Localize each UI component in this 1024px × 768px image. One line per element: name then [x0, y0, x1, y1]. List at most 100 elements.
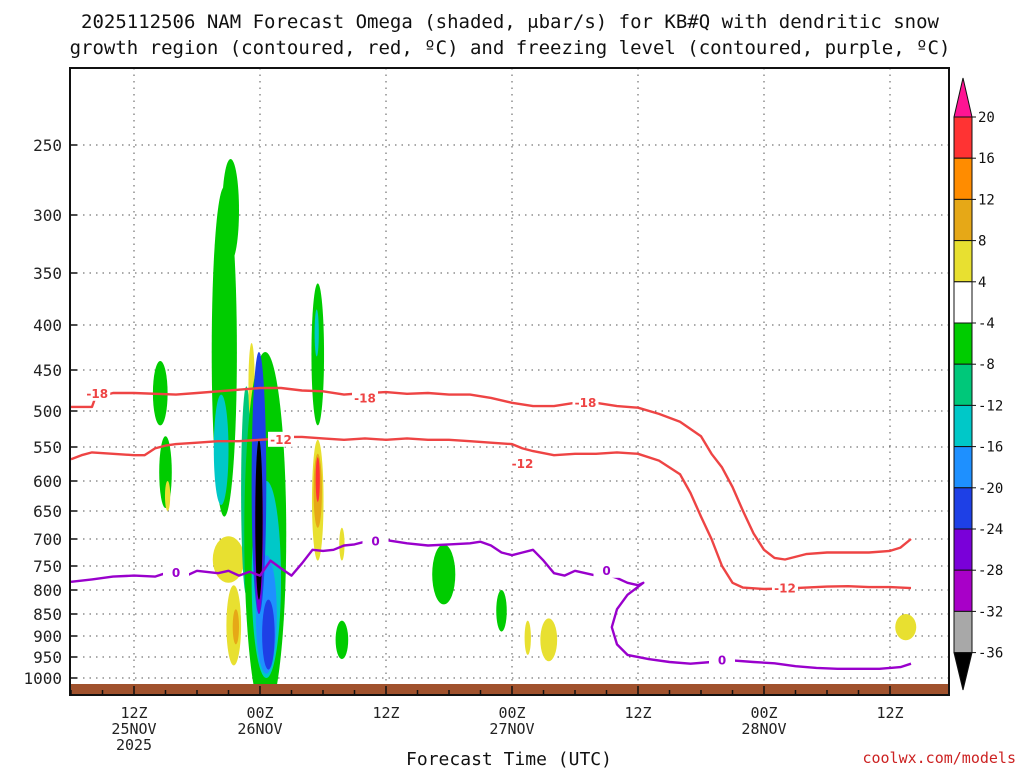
- y-tick-label-700: 700: [33, 530, 62, 549]
- omega-shade-6: [212, 536, 245, 583]
- x-tick-label: 12Z: [624, 704, 651, 722]
- x-tick-label: 00Z: [498, 704, 525, 722]
- y-axis-pressure-ticks: 250 300 350 400 450 500 550 600 650 700 750 800 850 9…: [23, 136, 77, 688]
- omega-shade-24: [335, 620, 349, 660]
- omega-shade-29: [895, 614, 917, 641]
- colorbar-label: -12: [978, 398, 1003, 414]
- omega-shade-17: [255, 439, 263, 600]
- y-tick-label-850: 850: [33, 605, 62, 624]
- colorbar-label: 4: [978, 275, 986, 291]
- colorbar-box-13: [953, 610, 973, 654]
- contour-label-bg: [84, 385, 111, 401]
- x-tick-label: 12Z: [876, 704, 903, 722]
- y-tick-label-400: 400: [33, 316, 62, 335]
- contour-label-0: 0: [718, 653, 726, 667]
- y-tick-label-600: 600: [33, 472, 62, 491]
- colorbar-label: 8: [978, 234, 986, 250]
- contour-label-bg: [709, 652, 735, 668]
- x-tick-label: 26NOV: [237, 720, 282, 738]
- x-tick-label: 27NOV: [489, 720, 534, 738]
- omega-shading: [152, 159, 917, 695]
- contour-label--12: -12: [270, 433, 292, 447]
- omega-shade-18: [311, 283, 325, 426]
- x-tick-label: 28NOV: [741, 720, 786, 738]
- contour-label-bg: [268, 431, 294, 447]
- contour-label--12: -12: [774, 582, 796, 596]
- colorbar-label: -36: [978, 646, 1003, 662]
- omega-shade-4: [213, 394, 229, 505]
- colorbar-box-10: [953, 487, 973, 530]
- colorbar-box-1: [953, 116, 973, 159]
- contour-label--12: -12: [512, 457, 534, 471]
- colorbar-label: -20: [978, 481, 1003, 497]
- y-tick-label-950: 950: [33, 648, 62, 667]
- chart-title-line-2: growth region (contoured, red, ºC) and f…: [70, 37, 951, 59]
- x-tick-label: 00Z: [246, 704, 273, 722]
- omega-shade-25: [432, 544, 456, 605]
- y-tick-label-750: 750: [33, 557, 62, 576]
- contour-line--18: [71, 386, 912, 561]
- colorbar-top-arrow: [953, 77, 973, 118]
- x-tick-label: 2025: [116, 736, 152, 754]
- colorbar-label: 12: [978, 192, 995, 208]
- contour-label-0: 0: [602, 564, 610, 578]
- colorbar-label: -4: [978, 316, 995, 332]
- omega-shade-26: [496, 590, 507, 632]
- omega-shade-28: [540, 618, 558, 662]
- terrain-surface: [70, 684, 949, 695]
- x-tick-label: 12Z: [120, 704, 147, 722]
- contour-line-0: [70, 537, 912, 670]
- y-tick-label-500: 500: [33, 402, 62, 421]
- colorbar-bottom-arrow: [953, 652, 973, 691]
- x-tick-label: 00Z: [750, 704, 777, 722]
- x-tick-label: 25NOV: [111, 720, 156, 738]
- contour-labels: -18 -18 -18 -12 -12 -12 0 0 0 0: [84, 385, 798, 668]
- contour-label-bg: [509, 456, 536, 471]
- colorbar-box-7: [953, 363, 973, 406]
- colorbar-box-12: [953, 569, 973, 612]
- y-tick-label-900: 900: [33, 627, 62, 646]
- y-tick-label-250: 250: [33, 136, 62, 155]
- x-axis-title: Forecast Time (UTC): [406, 749, 612, 768]
- omega-shade-27: [524, 620, 531, 655]
- colorbar-box-4: [953, 240, 973, 283]
- colorbar-box-5: [953, 281, 973, 324]
- contour-label-bg: [362, 533, 389, 549]
- colorbar-label: 16: [978, 151, 995, 167]
- contour-label-bg: [772, 580, 798, 596]
- omega-shade-14: [262, 599, 275, 670]
- y-tick-label-350: 350: [33, 264, 62, 283]
- y-tick-label-450: 450: [33, 361, 62, 380]
- omega-shade-8: [232, 609, 240, 645]
- contour-label-0: 0: [371, 535, 379, 549]
- plot-frame: [69, 67, 950, 696]
- colorbar-label: -32: [978, 604, 1003, 620]
- omega-shade-19: [314, 309, 319, 357]
- colorbar-box-8: [953, 404, 973, 448]
- contour-label--18: -18: [354, 392, 376, 406]
- contour-label-bg: [352, 390, 378, 406]
- colorbar-label: -16: [978, 440, 1003, 456]
- colorbar-box-9: [953, 446, 973, 489]
- chart-title-line-1: 2025112506 NAM Forecast Omega (shaded, μ…: [81, 11, 939, 33]
- colorbar-label: -8: [978, 357, 995, 373]
- omega-shade-5: [222, 159, 240, 262]
- plot-background: [70, 68, 949, 695]
- credit-text: coolwx.com/models: [862, 749, 1016, 767]
- omega-colorbar: 20 16 12 8 4 -4 -8 -12 -16 -20 -24 -28 -32 -36: [953, 77, 1003, 691]
- contour-line--12: [70, 435, 912, 591]
- y-tick-label-550: 550: [33, 438, 62, 457]
- colorbar-box-11: [953, 528, 973, 571]
- temperature-contours: [70, 386, 912, 670]
- omega-shade-23: [339, 527, 345, 561]
- omega-shade-2: [164, 481, 171, 511]
- colorbar-box-3: [953, 198, 973, 242]
- y-tick-label-650: 650: [33, 502, 62, 521]
- y-tick-label-300: 300: [33, 206, 62, 225]
- contour-label-bg: [593, 562, 620, 578]
- colorbar-box-2: [953, 157, 973, 200]
- y-tick-label-1000: 1000: [23, 669, 62, 688]
- colorbar-label: -28: [978, 563, 1003, 579]
